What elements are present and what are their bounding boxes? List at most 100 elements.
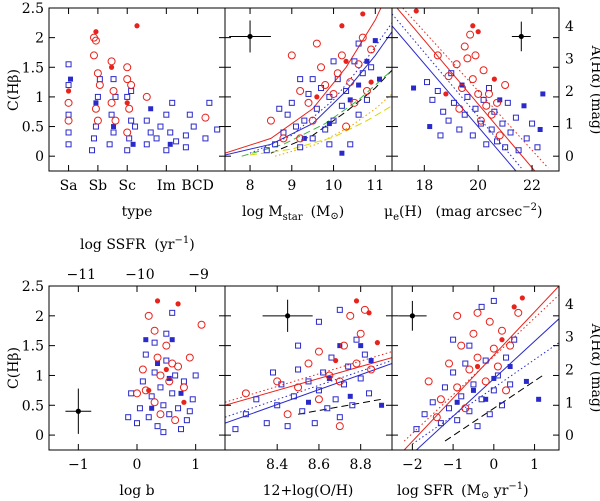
point-blue-open — [175, 405, 182, 412]
point-blue-filled — [326, 375, 332, 381]
xlabel-mu: μe(H) (mag arcsec−2) — [384, 202, 542, 223]
point-red-open — [312, 39, 321, 48]
point-red-open — [273, 377, 282, 386]
point-blue-filled — [454, 399, 460, 405]
point-red-filled — [360, 11, 366, 17]
point-blue-open — [106, 141, 113, 148]
point-blue-open — [534, 144, 541, 151]
right-tick-label: 0 — [565, 428, 574, 444]
x-tick-label-oh: 8.6 — [308, 457, 330, 473]
point-blue-open — [182, 132, 189, 139]
y-tick-label: 1.5 — [22, 339, 44, 355]
point-blue-filled — [166, 375, 172, 381]
point-blue-open — [421, 411, 428, 418]
fit-line-sfr-red-solid — [403, 286, 559, 450]
x-tick-label-sfr: −2 — [402, 457, 423, 473]
xlabel-mstar: log Mstar (M⊙) — [242, 204, 344, 223]
point-blue-open — [353, 336, 360, 343]
fit-line-mstar-black-dashed — [270, 69, 392, 154]
point-red-filled — [134, 23, 140, 29]
point-red-filled — [154, 298, 161, 304]
point-blue-open — [163, 147, 170, 154]
point-blue-open — [445, 117, 452, 124]
point-blue-filled — [536, 396, 542, 402]
point-blue-filled — [143, 337, 149, 343]
point-blue-open — [89, 147, 96, 154]
point-red-open — [165, 377, 174, 386]
top-axis-label-main: log SSFR (yr — [80, 237, 175, 253]
point-blue-open — [482, 357, 489, 364]
fit-line-mstar-blue-solid — [225, 31, 392, 156]
point-red-open — [342, 122, 351, 131]
y-tick-label: 0.5 — [22, 120, 44, 136]
point-blue-open — [143, 141, 150, 148]
point-blue-open — [169, 390, 176, 397]
point-red-open — [241, 389, 250, 398]
point-blue-open — [110, 129, 117, 136]
point-red-open — [156, 410, 165, 419]
point-blue-open — [483, 141, 490, 148]
point-blue-filled — [521, 103, 527, 109]
point-blue-open — [288, 99, 295, 106]
left-axis-label-bottom: C(Hβ) — [6, 347, 22, 389]
point-red-filled — [366, 310, 372, 316]
point-red-open — [476, 116, 485, 125]
point-blue-open — [232, 426, 239, 433]
point-blue-open — [173, 138, 180, 145]
point-blue-filled — [339, 150, 345, 156]
point-blue-open — [151, 369, 158, 376]
point-red-open — [458, 84, 467, 93]
fit-line-mu-blue-solid — [392, 25, 517, 171]
point-red-filled — [470, 23, 476, 29]
point-blue-filled — [155, 361, 161, 367]
point-red-filled — [368, 79, 374, 85]
x-tick-label-sfr: −1 — [443, 457, 464, 473]
fit-line-mu-blue-dotted — [392, 13, 522, 169]
left-axis-label-top: C(Hβ) — [6, 69, 22, 111]
panel-type — [64, 23, 221, 154]
point-blue-open — [145, 414, 152, 421]
point-blue-open — [299, 408, 306, 415]
point-red-open — [506, 341, 515, 350]
xlabel-mstar-tail: ) — [339, 204, 344, 220]
panel-mstar — [225, 8, 392, 157]
point-blue-open — [124, 147, 131, 154]
point-blue-filled — [497, 97, 503, 103]
point-red-open — [150, 398, 159, 407]
point-blue-open — [309, 135, 316, 142]
right-tick-label: 4 — [565, 19, 574, 35]
point-blue-open — [361, 351, 368, 358]
point-blue-open — [523, 135, 530, 142]
error-bar-point — [247, 33, 253, 40]
point-blue-open — [157, 384, 164, 391]
point-red-open — [304, 359, 313, 368]
point-blue-open — [110, 76, 117, 83]
top-axis-label-sup: −1 — [174, 235, 189, 246]
right-tick-label: 0 — [565, 149, 574, 165]
top-tick-label: −11 — [66, 267, 96, 283]
point-red-open — [350, 98, 359, 107]
point-blue-open — [450, 336, 457, 343]
xlabel-sfr-end: ) — [523, 483, 528, 499]
right-tick-label: 2 — [565, 84, 574, 100]
right-tick-label: 3 — [565, 51, 574, 67]
point-blue-filled — [178, 390, 184, 396]
point-red-open — [156, 371, 165, 380]
point-blue-open — [472, 105, 479, 112]
point-blue-filled — [148, 106, 154, 112]
point-blue-open — [284, 111, 291, 118]
point-blue-open — [167, 129, 174, 136]
point-blue-filled — [459, 82, 465, 88]
point-blue-open — [169, 99, 176, 106]
point-blue-open — [202, 135, 209, 142]
y-tick-label: 2 — [35, 31, 44, 47]
point-red-open — [356, 329, 365, 338]
point-blue-open — [324, 405, 331, 412]
point-blue-open — [305, 90, 312, 97]
point-blue-open — [424, 79, 431, 86]
point-blue-open — [461, 111, 468, 118]
point-red-open — [287, 51, 296, 60]
point-blue-open — [276, 105, 283, 112]
point-blue-open — [65, 141, 72, 148]
point-red-open — [325, 371, 334, 380]
